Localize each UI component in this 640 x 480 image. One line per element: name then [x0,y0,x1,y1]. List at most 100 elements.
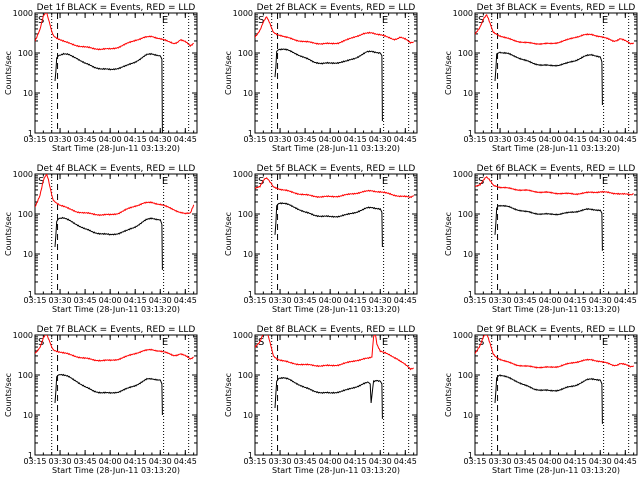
x-tick-label: 03:30 [269,296,292,305]
chart-panel-5: Det 5f BLACK = Events, RED = LLD 1 10 100 10… [224,164,418,314]
y-tick-label: 100 [458,210,473,219]
series-group [255,177,415,248]
y-tick-label: 10 [463,89,473,98]
chart-title: Det 7f BLACK = Events, RED = LLD [37,325,196,335]
y-tick-label: 1000 [453,331,473,340]
x-tick-label: 03:15 [23,457,46,466]
y-tick-label: 100 [458,49,473,58]
plot-frame [34,12,198,134]
start-marker: S [38,176,44,187]
x-tick-label: 03:45 [294,135,317,144]
chart-title: Det 5f BLACK = Events, RED = LLD [257,164,416,174]
x-tick-label: 04:15 [124,135,147,144]
x-tick-label: 03:15 [463,135,486,144]
y-axis-label: Counts/sec [4,212,13,256]
x-tick-label: 04:45 [394,457,417,466]
y-tick-label: 10 [243,250,253,259]
y-tick-label: 10 [463,250,473,259]
plot-frame [254,334,418,456]
series-group [35,335,194,416]
series-group [255,16,414,122]
x-tick-label: 03:30 [49,296,72,305]
x-tick-label: 03:15 [23,296,46,305]
x-tick-label: 04:45 [614,135,637,144]
y-tick-label: 100 [18,371,33,380]
series-line-black [54,52,163,133]
x-tick-label: 04:30 [369,296,392,305]
x-tick-label: 04:00 [539,296,562,305]
series-line-red [475,13,635,46]
y-tick-label: 100 [18,49,33,58]
series-group [35,13,194,133]
x-tick-label: 03:45 [514,135,537,144]
x-tick-label: 04:15 [564,457,587,466]
x-tick-label: 03:30 [489,457,512,466]
series-line-red [255,335,414,371]
plot-frame [474,12,638,134]
x-tick-label: 03:15 [23,135,46,144]
start-marker: S [478,15,484,26]
x-tick-label: 03:15 [463,457,486,466]
chart-title: Det 8f BLACK = Events, RED = LLD [257,325,416,335]
chart-panel-3: Det 3f BLACK = Events, RED = LLD 1 10 100 10… [444,3,638,153]
chart-panel-4: Det 4f BLACK = Events, RED = LLD 1 10 100 10… [4,164,198,314]
plot-frame [474,173,638,295]
series-group [475,13,635,106]
series-line-black [274,48,383,122]
x-tick-label: 03:30 [49,457,72,466]
x-tick-label: 04:30 [589,296,612,305]
start-marker: S [478,176,484,187]
x-tick-label: 03:30 [269,135,292,144]
series-line-black [494,374,603,424]
x-axis-label: Start Time (28-Jun-11 03:13:20) [52,305,180,314]
end-marker: E [382,176,388,187]
plot-frame [34,173,198,295]
series-line-black [54,216,163,270]
x-tick-label: 04:15 [564,135,587,144]
series-line-red [255,177,415,199]
y-axis-label: Counts/sec [444,212,453,256]
y-tick-label: 1000 [13,331,33,340]
x-tick-label: 04:15 [344,296,367,305]
y-tick-label: 1 [248,290,253,299]
x-tick-label: 04:45 [394,135,417,144]
series-group [255,335,414,419]
x-axis-label: Start Time (28-Jun-11 03:13:20) [492,144,620,153]
series-line-red [475,335,635,369]
y-tick-label: 1 [248,451,253,460]
end-marker: E [602,15,608,26]
y-tick-label: 1000 [13,170,33,179]
chart-panel-8: Det 8f BLACK = Events, RED = LLD 1 10 100 10… [224,325,418,475]
end-marker: E [162,15,168,26]
y-tick-label: 1000 [233,9,253,18]
x-tick-label: 04:30 [369,135,392,144]
end-marker: E [382,15,388,26]
end-marker: E [382,337,388,348]
y-tick-label: 1 [468,451,473,460]
end-marker: E [162,176,168,187]
x-tick-label: 04:30 [149,296,172,305]
x-tick-label: 04:30 [589,457,612,466]
x-tick-label: 03:45 [514,296,537,305]
x-tick-label: 04:30 [589,135,612,144]
y-tick-label: 10 [23,411,33,420]
chart-panel-2: Det 2f BLACK = Events, RED = LLD 1 10 100 10… [224,3,418,153]
x-tick-label: 03:30 [489,296,512,305]
x-axis-label: Start Time (28-Jun-11 03:13:20) [492,305,620,314]
y-tick-label: 10 [23,89,33,98]
chart-title: Det 4f BLACK = Events, RED = LLD [37,164,196,174]
chart-title: Det 6f BLACK = Events, RED = LLD [477,164,636,174]
x-tick-label: 03:15 [463,296,486,305]
y-tick-label: 1 [248,129,253,138]
y-tick-label: 1 [28,290,33,299]
series-group [475,176,634,251]
y-tick-label: 1 [468,290,473,299]
y-axis-label: Counts/sec [224,51,233,95]
y-tick-label: 10 [243,89,253,98]
x-tick-label: 03:30 [49,135,72,144]
x-tick-label: 03:45 [74,296,97,305]
plot-frame [254,12,418,134]
series-group [35,174,195,270]
y-tick-label: 1 [468,129,473,138]
